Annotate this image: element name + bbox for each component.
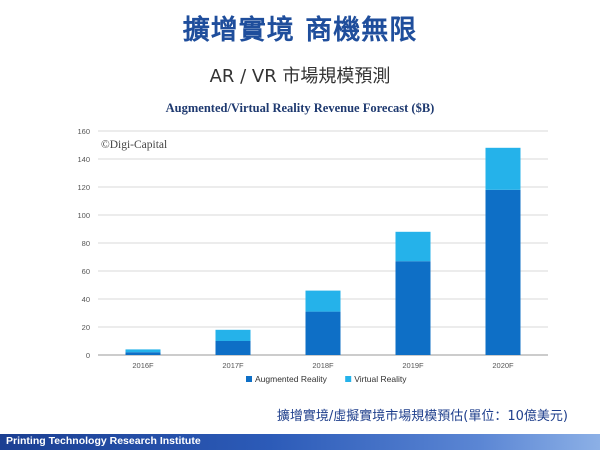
footer-label: Printing Technology Research Institute: [6, 435, 201, 447]
bar-augmented-reality: [305, 311, 341, 355]
y-tick-label: 80: [82, 239, 90, 248]
bar-augmented-reality: [485, 189, 521, 355]
bar-virtual-reality: [125, 349, 161, 353]
legend-label: Augmented Reality: [255, 374, 328, 384]
bar-virtual-reality: [215, 329, 251, 341]
footer-bar: Printing Technology Research Institute: [0, 434, 600, 450]
y-tick-label: 140: [77, 155, 90, 164]
bar-virtual-reality: [395, 231, 431, 262]
x-tick-label: 2016F: [132, 361, 154, 370]
legend-swatch: [345, 376, 352, 382]
bar-augmented-reality: [395, 261, 431, 355]
y-tick-label: 60: [82, 267, 90, 276]
y-tick-label: 120: [77, 183, 90, 192]
y-tick-label: 160: [77, 127, 90, 136]
bar-augmented-reality: [125, 352, 161, 355]
y-tick-label: 0: [86, 351, 90, 360]
bar-virtual-reality: [485, 147, 521, 190]
stacked-bar-chart: 0 20 40 60 80 100 120 140 160 2016F 2017F 2018F 2019…: [77, 127, 548, 384]
bar-virtual-reality: [305, 290, 341, 312]
y-tick-label: 20: [82, 323, 90, 332]
chart-watermark: ©Digi-Capital: [101, 139, 167, 151]
x-tick-label: 2020F: [492, 361, 514, 370]
x-tick-label: 2017F: [222, 361, 244, 370]
page-subtitle: AR / VR 市場規模預測: [209, 66, 391, 87]
x-tick-label: 2018F: [312, 361, 334, 370]
bar-augmented-reality: [215, 341, 251, 355]
source-note: 擴增實境/虛擬實境市場規模預估(單位：10億美元): [276, 409, 568, 424]
y-tick-label: 40: [82, 295, 90, 304]
legend-swatch: [246, 376, 252, 382]
x-tick-label: 2019F: [402, 361, 424, 370]
y-tick-label: 100: [77, 211, 90, 220]
page-title: 擴增實境 商機無限: [182, 15, 418, 46]
chart-title: Augmented/Virtual Reality Revenue Foreca…: [165, 101, 435, 115]
legend-label: Virtual Reality: [354, 374, 407, 384]
